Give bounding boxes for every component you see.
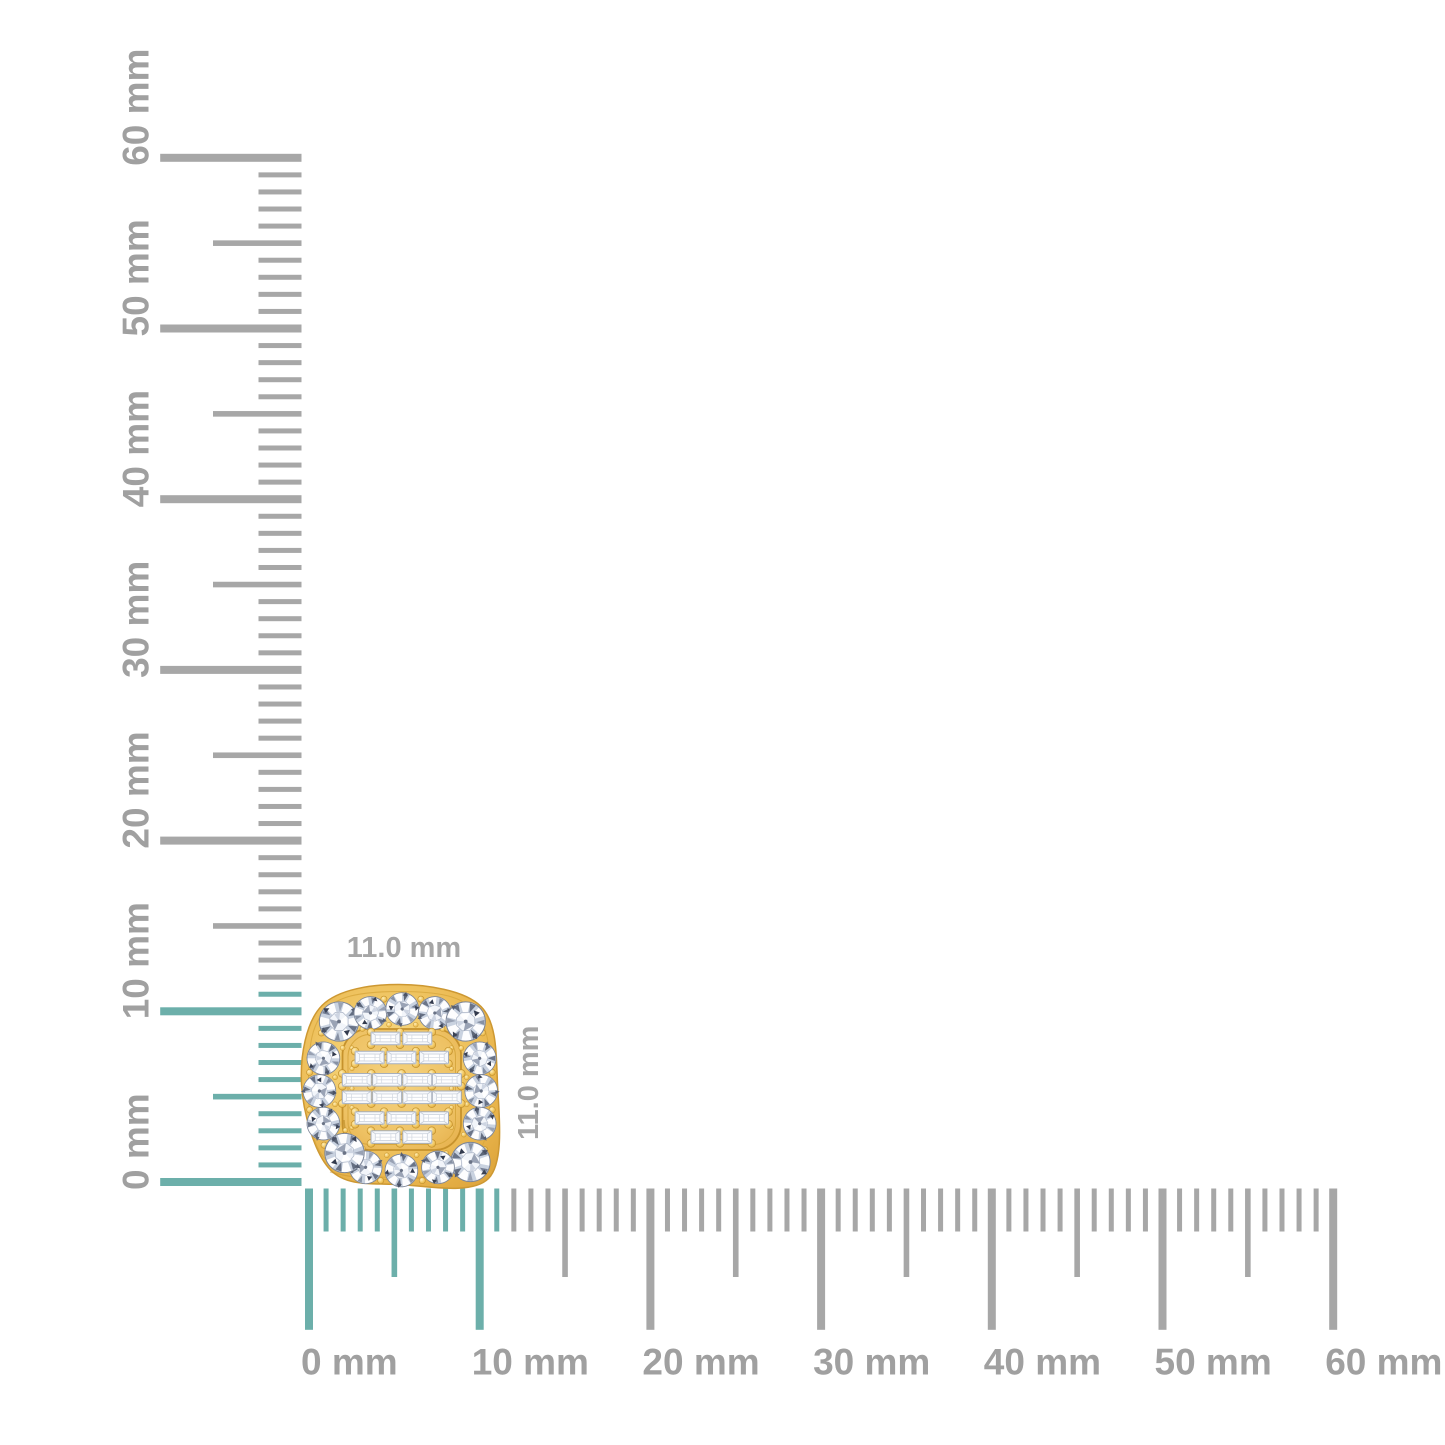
- svg-text:50 mm: 50 mm: [1155, 1342, 1272, 1383]
- svg-text:11.0 mm: 11.0 mm: [347, 932, 461, 964]
- svg-text:20 mm: 20 mm: [116, 731, 157, 848]
- svg-text:30 mm: 30 mm: [116, 561, 157, 678]
- svg-text:40 mm: 40 mm: [984, 1342, 1101, 1383]
- svg-text:10 mm: 10 mm: [116, 902, 157, 1019]
- svg-text:60 mm: 60 mm: [1325, 1342, 1442, 1383]
- svg-text:30 mm: 30 mm: [813, 1342, 930, 1383]
- svg-text:50 mm: 50 mm: [116, 219, 157, 336]
- svg-text:60 mm: 60 mm: [116, 49, 157, 166]
- svg-text:0 mm: 0 mm: [116, 1093, 157, 1190]
- svg-text:40 mm: 40 mm: [116, 390, 157, 507]
- svg-text:0 mm: 0 mm: [301, 1342, 398, 1383]
- svg-text:10 mm: 10 mm: [472, 1342, 589, 1383]
- svg-text:20 mm: 20 mm: [642, 1342, 759, 1383]
- svg-text:11.0 mm: 11.0 mm: [513, 1026, 545, 1140]
